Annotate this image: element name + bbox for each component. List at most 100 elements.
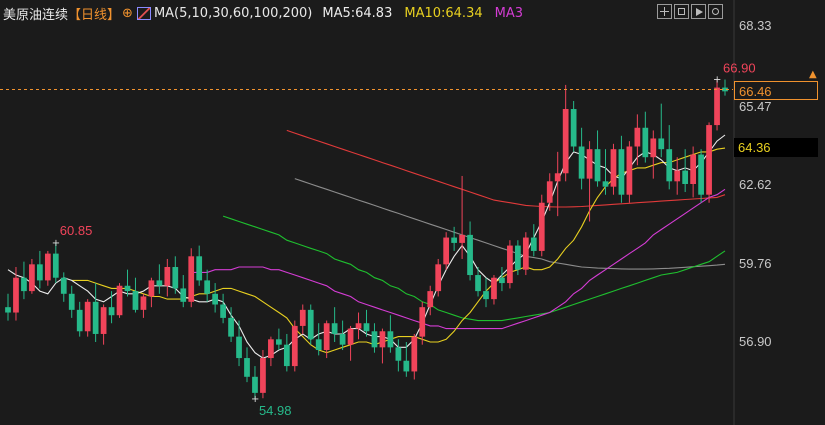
candle-body: [459, 234, 465, 243]
candle-body: [698, 154, 704, 195]
candle-body: [132, 291, 139, 310]
candle-body: [275, 339, 282, 345]
candle-body: [44, 253, 51, 281]
candle-body: [467, 234, 473, 276]
candle-body: [323, 323, 330, 351]
symbol-name[interactable]: 美原油连续: [3, 7, 69, 23]
candle-body: [212, 293, 219, 305]
candle-body: [427, 291, 434, 308]
ma30-line: [191, 188, 726, 330]
candle-body: [690, 154, 697, 184]
candle-body: [291, 325, 298, 367]
candle-body: [21, 277, 27, 292]
candle-body: [714, 87, 720, 126]
chart-toolbar: [655, 4, 723, 19]
candle-body: [347, 328, 354, 345]
candle-body: [283, 344, 290, 367]
candle-body: [602, 181, 609, 187]
candle-body: [562, 109, 569, 174]
candle-body: [156, 280, 163, 286]
candle-body: [586, 149, 593, 179]
candle-body: [76, 309, 83, 332]
candle-body: [307, 309, 314, 340]
candle-body: [594, 149, 601, 182]
candle-body: [499, 277, 505, 284]
candle-body: [5, 307, 11, 313]
candle-body: [514, 245, 521, 270]
candle-body: [650, 138, 657, 158]
candle-body: [228, 317, 234, 337]
candle-body: [339, 333, 346, 345]
candle-body: [363, 323, 370, 332]
ma200-line: [286, 129, 726, 208]
candle-body: [196, 256, 203, 281]
candle-body: [260, 358, 266, 393]
high-price-annotation: 66.90: [723, 61, 756, 76]
price-tick-label: 59.76: [739, 256, 772, 271]
candle-body: [610, 149, 617, 187]
candle-body: [538, 202, 545, 251]
candle-body: [140, 296, 147, 310]
chart-settings-icon[interactable]: [708, 4, 723, 19]
candle-body: [507, 245, 513, 284]
candle-body: [578, 146, 585, 179]
candle-body: [29, 264, 35, 292]
candle-body: [626, 146, 633, 195]
candle-body: [387, 331, 394, 348]
local-high-annotation-marker: +: [52, 238, 60, 249]
candle-body: [52, 253, 59, 278]
ma5-value: MA5:64.83: [322, 5, 393, 21]
candle-body: [100, 307, 107, 334]
candle-body: [180, 288, 187, 302]
candle-body: [355, 323, 362, 329]
period-selector[interactable]: 【日线】: [68, 7, 121, 23]
price-tick-label: 56.90: [739, 334, 772, 349]
candle-body: [124, 285, 131, 292]
play-icon[interactable]: [691, 4, 706, 19]
candle-body: [483, 291, 489, 300]
ma-params-label[interactable]: MA(5,10,30,60,100,200): [153, 5, 313, 21]
candle-body: [116, 285, 123, 316]
candle-body: [475, 275, 481, 292]
candle-body: [403, 360, 410, 372]
candle-body: [236, 336, 242, 359]
candle-body: [706, 125, 712, 195]
indicator-settings-icon[interactable]: [136, 6, 151, 20]
candle-body: [252, 376, 258, 393]
candle-body: [642, 127, 649, 158]
candle-body: [522, 237, 529, 270]
ma10-value: MA10:64.34: [404, 5, 483, 21]
crosshair-icon[interactable]: [657, 4, 672, 19]
candle-body: [36, 264, 43, 281]
price-tick-label: 68.33: [739, 18, 772, 33]
ma3-label: MA3: [494, 5, 523, 21]
candle-body: [371, 331, 378, 348]
high-price-annotation-marker: +: [713, 75, 721, 86]
candle-body: [92, 301, 99, 334]
low-price-annotation-marker: +: [251, 394, 259, 405]
candle-body: [658, 138, 665, 150]
candle-body: [411, 336, 418, 372]
indicator-grid-icon[interactable]: [674, 4, 689, 19]
candle-body: [395, 347, 402, 361]
candle-body: [315, 339, 322, 351]
candle-body: [68, 293, 75, 310]
ma60-line: [222, 215, 726, 322]
candle-body: [546, 181, 553, 203]
candle-body: [220, 304, 226, 318]
candle-body: [674, 170, 681, 182]
add-indicator-icon[interactable]: ⊕: [122, 5, 133, 21]
candle-body: [443, 237, 450, 265]
candle-body: [379, 331, 386, 348]
candle-body: [84, 301, 91, 332]
candle-body: [491, 277, 497, 300]
ma-price-label: 64.36: [734, 138, 818, 157]
price-tick-label: 65.47: [739, 99, 772, 114]
candle-body: [268, 339, 274, 359]
candle-body: [554, 173, 561, 182]
candle-body: [570, 109, 577, 147]
candle-body: [188, 256, 195, 302]
candle-body: [618, 149, 625, 195]
candle-body: [299, 309, 306, 326]
